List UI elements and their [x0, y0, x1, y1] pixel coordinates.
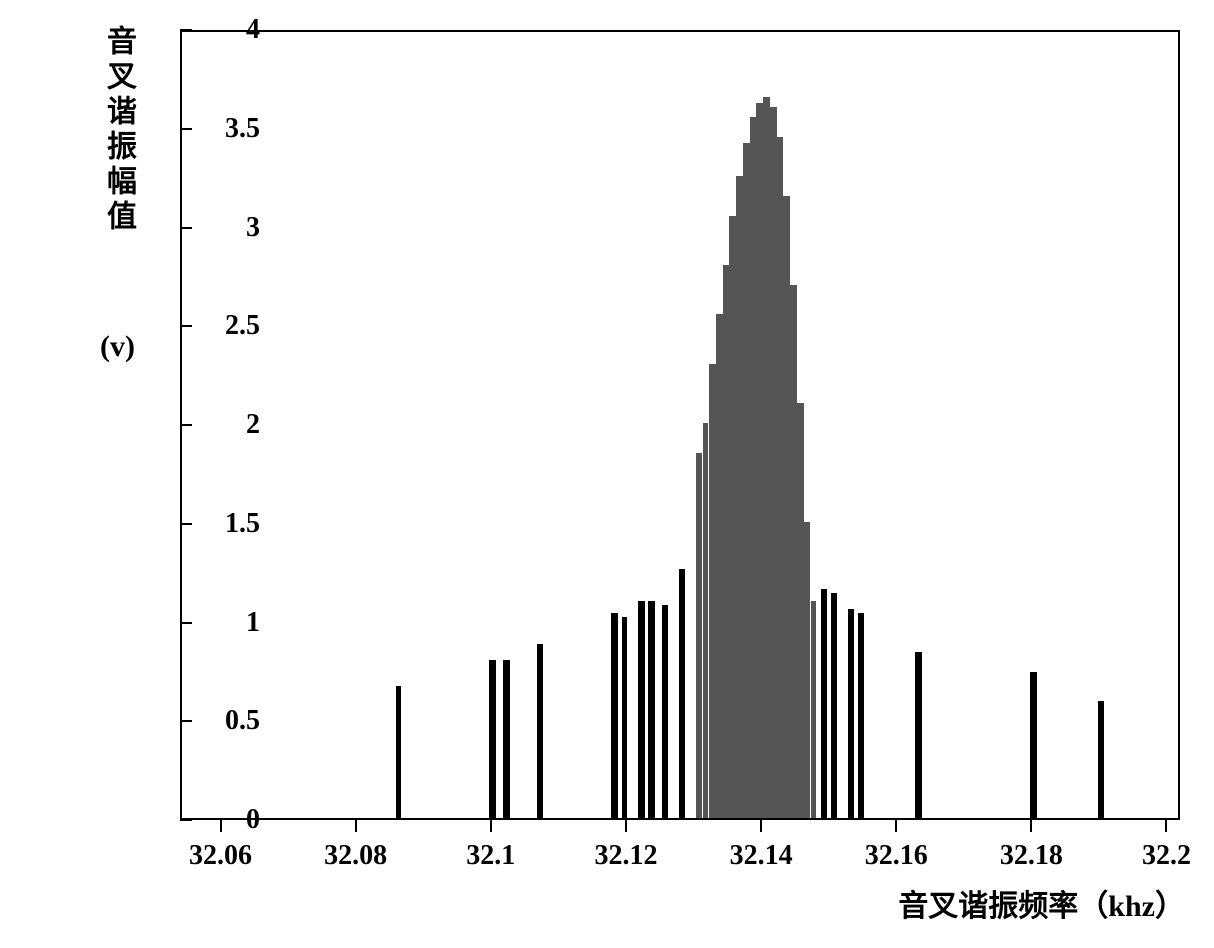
chart-bar — [743, 143, 750, 818]
x-tick-mark — [1165, 820, 1167, 832]
chart-bar — [811, 601, 816, 818]
y-tick-label: 1 — [205, 607, 260, 639]
chart-bar — [736, 176, 743, 818]
chart-bar — [729, 216, 736, 818]
chart-container: 音叉谐振幅值 (v) 音叉谐振频率（khz） 00.511.522.533.54… — [105, 10, 1195, 930]
chart-bar — [709, 364, 716, 818]
chart-bar — [756, 103, 763, 818]
chart-bar — [797, 403, 804, 818]
chart-bar — [716, 314, 723, 818]
x-tick-mark — [760, 820, 762, 832]
chart-bar — [679, 569, 686, 818]
chart-bar — [648, 601, 655, 818]
y-tick-mark — [180, 523, 192, 525]
x-tick-label: 32.12 — [594, 840, 657, 872]
x-axis-label: 音叉谐振频率（khz） — [898, 881, 1185, 925]
y-tick-mark — [180, 424, 192, 426]
chart-bar — [763, 97, 770, 818]
chart-bar — [915, 652, 922, 818]
y-tick-label: 0 — [205, 804, 260, 836]
chart-bar — [777, 137, 784, 818]
x-tick-label: 32.1 — [466, 840, 515, 872]
x-tick-mark — [490, 820, 492, 832]
x-tick-mark — [355, 820, 357, 832]
chart-bar — [858, 613, 863, 818]
chart-bar — [1098, 701, 1105, 818]
y-tick-label: 3.5 — [205, 113, 260, 145]
chart-bar — [790, 285, 797, 818]
y-tick-mark — [180, 128, 192, 130]
chart-bar — [831, 593, 836, 818]
chart-bar — [1030, 672, 1037, 818]
y-tick-mark — [180, 819, 192, 821]
x-tick-mark — [1030, 820, 1032, 832]
x-tick-mark — [895, 820, 897, 832]
y-tick-mark — [180, 622, 192, 624]
chart-bar — [696, 453, 703, 818]
y-axis-unit: (v) — [100, 330, 135, 364]
chart-bar — [723, 265, 730, 818]
x-tick-label: 32.18 — [1000, 840, 1063, 872]
x-tick-label: 32.08 — [324, 840, 387, 872]
chart-bar — [622, 617, 627, 818]
y-tick-label: 1.5 — [205, 508, 260, 540]
y-axis-label: 音叉谐振幅值 — [105, 25, 140, 235]
chart-bar — [821, 589, 828, 818]
x-tick-mark — [625, 820, 627, 832]
chart-bar — [750, 117, 757, 818]
y-tick-label: 0.5 — [205, 705, 260, 737]
y-tick-label: 3 — [205, 212, 260, 244]
chart-bar — [783, 196, 790, 818]
x-tick-label: 32.16 — [865, 840, 928, 872]
chart-bar — [770, 107, 777, 818]
x-tick-mark — [220, 820, 222, 832]
chart-bar — [848, 609, 855, 818]
y-tick-label: 2 — [205, 409, 260, 441]
chart-bar — [804, 522, 811, 818]
chart-bar — [662, 605, 667, 818]
y-tick-label: 4 — [205, 14, 260, 46]
chart-bar — [396, 686, 401, 818]
chart-bar — [503, 660, 510, 818]
x-tick-label: 32.06 — [189, 840, 252, 872]
x-tick-label: 32.2 — [1142, 840, 1191, 872]
chart-bar — [638, 601, 645, 818]
chart-bar — [489, 660, 496, 818]
chart-bar — [537, 644, 544, 818]
y-tick-mark — [180, 227, 192, 229]
y-tick-mark — [180, 29, 192, 31]
plot-area — [180, 30, 1180, 820]
chart-bar — [611, 613, 618, 818]
y-tick-label: 2.5 — [205, 310, 260, 342]
x-tick-label: 32.14 — [730, 840, 793, 872]
y-tick-mark — [180, 720, 192, 722]
chart-bar — [703, 423, 708, 818]
y-tick-mark — [180, 325, 192, 327]
